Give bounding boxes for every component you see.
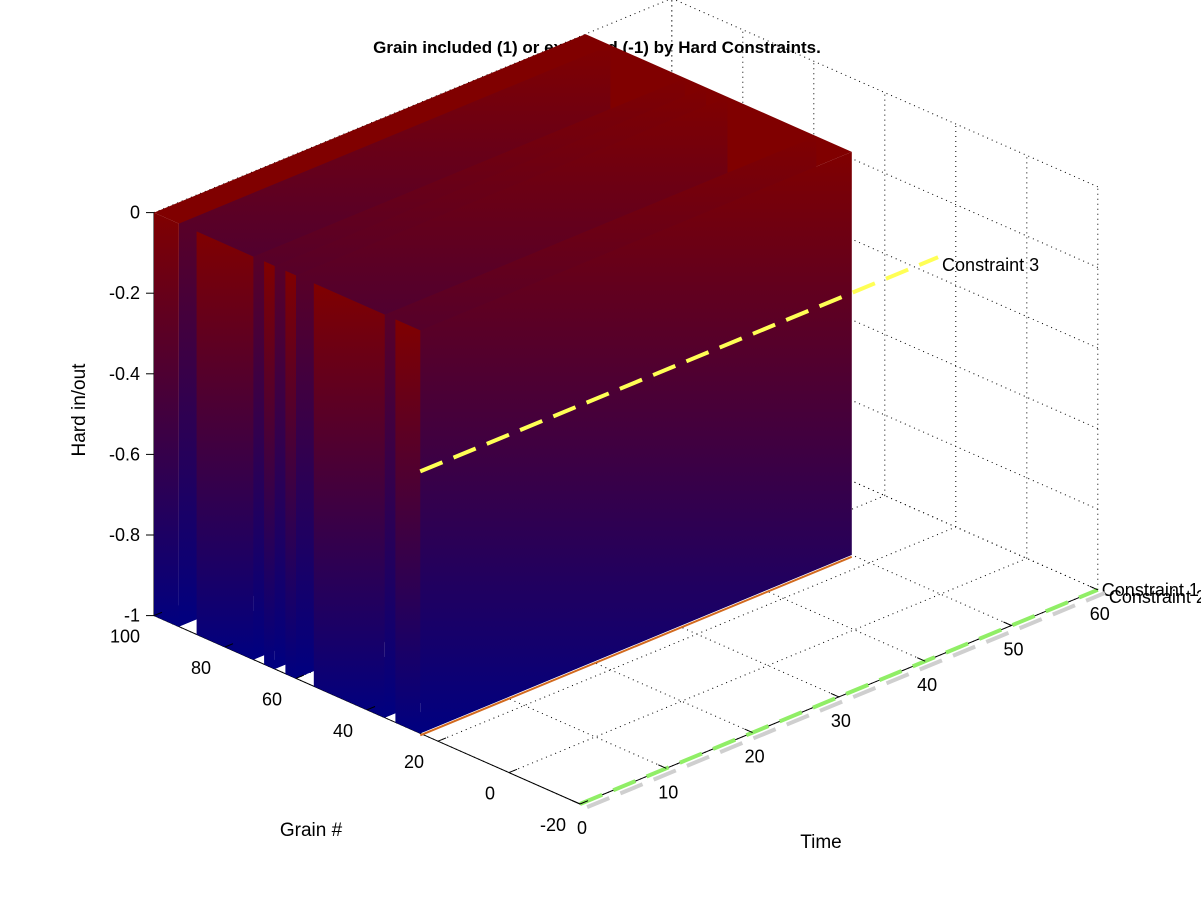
z-tick-label: -0.2	[109, 283, 140, 303]
y-tick-label: -20	[540, 815, 566, 835]
y-tick-mark	[437, 737, 447, 742]
y-tick-mark	[508, 768, 518, 774]
x-axis-label: Time	[800, 832, 842, 853]
grid-line	[437, 526, 956, 742]
constraint-label: Constraint 2	[1109, 587, 1201, 607]
z-tick-label: -1	[124, 606, 140, 626]
x-tick-label: 60	[1090, 604, 1110, 624]
z-tick-label: -0.8	[109, 525, 140, 545]
x-tick-mark	[1089, 585, 1099, 591]
z-tick-label: -0.6	[109, 444, 140, 464]
y-tick-mark	[224, 643, 234, 648]
z-tick-label: 0	[130, 203, 140, 223]
grid-line	[508, 557, 1027, 774]
y-tick-mark	[579, 800, 589, 805]
surface-edge	[154, 212, 179, 627]
tick-labels: 0 10 20 30 40 50 60 -20 0 20 40 60 80 100-1 -0.8 -0.6 -0…	[109, 203, 1110, 838]
x-tick-mark	[916, 657, 926, 662]
surface-edge	[313, 283, 385, 718]
x-tick-mark	[571, 800, 581, 805]
y-tick-label: 20	[404, 752, 424, 772]
constraint-label: Constraint 3	[942, 255, 1039, 275]
x-tick-label: 10	[658, 782, 678, 802]
y-axis-label: Grain #	[280, 820, 343, 841]
z-axis-label: Hard in/out	[69, 363, 90, 457]
y-tick-label: 100	[110, 627, 140, 647]
constraint-line	[586, 591, 1106, 809]
constraint-line	[419, 255, 939, 474]
x-tick-label: 20	[745, 747, 765, 767]
y-tick-mark	[295, 674, 305, 679]
x-tick-label: 30	[831, 711, 851, 731]
y-tick-label: 0	[485, 784, 495, 804]
x-tick-label: 0	[577, 818, 587, 838]
grid-line	[153, 0, 670, 214]
x-tick-mark	[1003, 621, 1012, 626]
surface	[154, 34, 853, 737]
z-tick-label: -0.4	[109, 364, 140, 384]
x-tick-mark	[658, 764, 667, 769]
surface-edge	[395, 319, 421, 734]
surface-edge	[285, 270, 296, 679]
surface-wall	[420, 151, 852, 734]
surface-base-line	[419, 555, 853, 737]
surface-edge	[196, 231, 254, 660]
x-tick-mark	[744, 728, 753, 734]
x-tick-mark	[830, 692, 840, 698]
y-tick-mark	[366, 706, 376, 711]
surface-edge	[264, 261, 275, 669]
y-tick-label: 80	[191, 658, 211, 678]
constraint-label: Constraint 1	[1102, 580, 1199, 600]
y-tick-mark	[153, 611, 163, 617]
x-tick-label: 40	[917, 675, 937, 695]
x-tick-label: 50	[1003, 640, 1023, 660]
y-tick-label: 40	[333, 721, 353, 741]
y-tick-label: 60	[262, 689, 282, 709]
